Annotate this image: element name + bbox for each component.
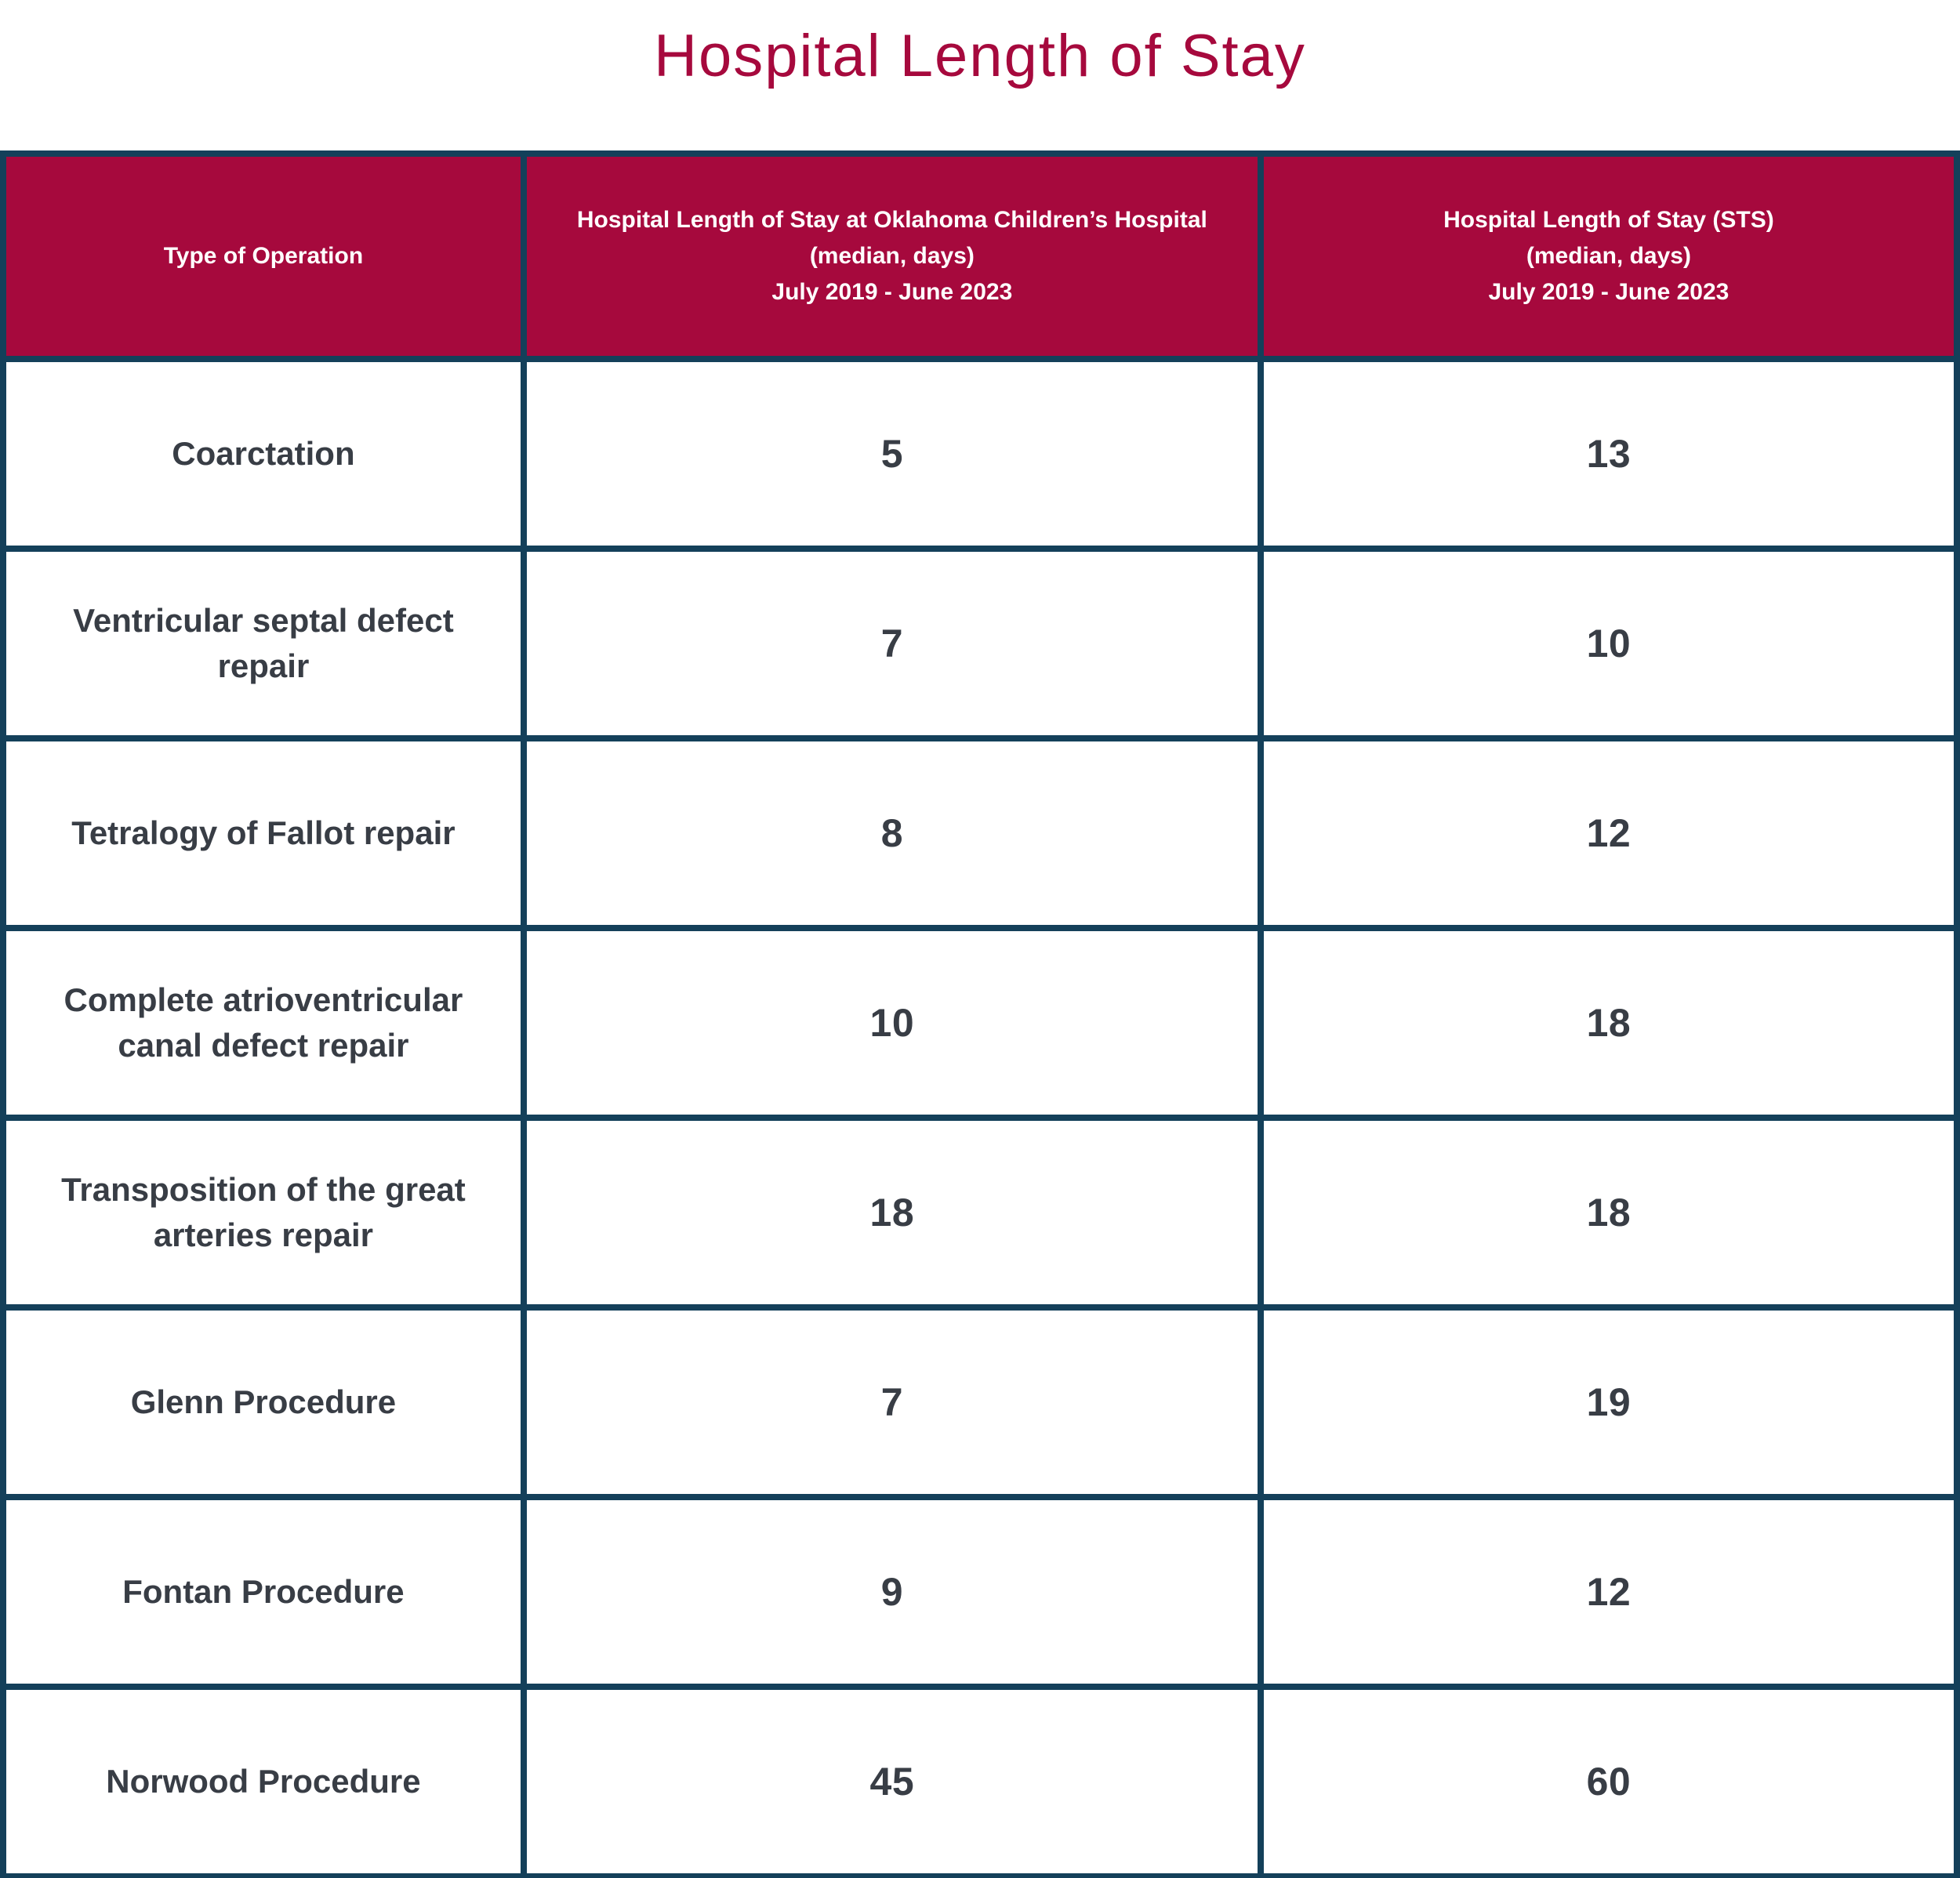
column-header-line: (median, days) [809,243,975,269]
table-row: Tetralogy of Fallot repair 8 12 [0,735,1960,931]
column-header-line: Hospital Length of Stay (STS) [1443,207,1774,233]
sts-value-cell: 12 [1257,1494,1960,1690]
operation-cell: Tetralogy of Fallot repair [0,735,527,931]
table-row: Fontan Procedure 9 12 [0,1494,1960,1690]
header-row: Type of Operation Hospital Length of Sta… [0,150,1960,362]
och-value-cell: 10 [520,925,1264,1121]
sts-value-cell: 10 [1257,546,1960,741]
sts-value-cell: 12 [1257,735,1960,931]
table-row: Ventricular septal defect repair 7 10 [0,546,1960,741]
column-header-line: July 2019 - June 2023 [771,279,1013,305]
och-value-cell: 7 [520,546,1264,741]
och-value-cell: 45 [520,1684,1264,1878]
sts-value-cell: 60 [1257,1684,1960,1878]
length-of-stay-table-container: Type of Operation Hospital Length of Sta… [0,150,1960,1878]
sts-value-cell: 13 [1257,356,1960,552]
operation-cell: Ventricular septal defect repair [0,546,527,741]
operation-cell: Complete atrioventricular canal defect r… [0,925,527,1121]
table-row: Glenn Procedure 7 19 [0,1304,1960,1500]
column-header-label: Type of Operation [163,243,364,269]
header-cell-sts-median: Hospital Length of Stay (STS) (median, d… [1257,150,1960,362]
och-value-cell: 7 [520,1304,1264,1500]
page-title: Hospital Length of Stay [654,23,1306,89]
table-row: Norwood Procedure 45 60 [0,1684,1960,1878]
header-cell-och-median: Hospital Length of Stay at Oklahoma Chil… [520,150,1264,362]
operation-cell: Coarctation [0,356,527,552]
och-value-cell: 18 [520,1115,1264,1311]
table-row: Complete atrioventricular canal defect r… [0,925,1960,1121]
sts-value-cell: 19 [1257,1304,1960,1500]
header-cell-type-of-operation: Type of Operation [0,150,527,362]
length-of-stay-table: Type of Operation Hospital Length of Sta… [0,150,1960,1878]
sts-value-cell: 18 [1257,1115,1960,1311]
operation-cell: Transposition of the great arteries repa… [0,1115,527,1311]
och-value-cell: 9 [520,1494,1264,1690]
operation-cell: Fontan Procedure [0,1494,527,1690]
operation-cell: Norwood Procedure [0,1684,527,1878]
operation-cell: Glenn Procedure [0,1304,527,1500]
table-row: Transposition of the great arteries repa… [0,1115,1960,1311]
och-value-cell: 8 [520,735,1264,931]
column-header-line: (median, days) [1526,243,1691,269]
column-header-line: Hospital Length of Stay at Oklahoma Chil… [576,207,1207,233]
column-header-line: July 2019 - June 2023 [1488,279,1730,305]
sts-value-cell: 18 [1257,925,1960,1121]
table-row: Coarctation 5 13 [0,356,1960,552]
och-value-cell: 5 [520,356,1264,552]
